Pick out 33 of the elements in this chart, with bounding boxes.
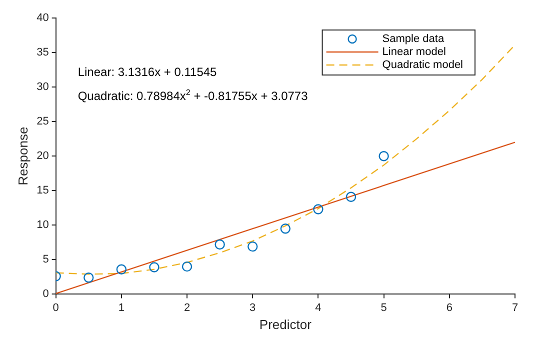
point: [84, 272, 94, 283]
point: [280, 224, 291, 234]
y-tick-label: 15: [36, 184, 49, 197]
x-tick-label: 2: [184, 302, 190, 314]
y-tick-label: 5: [42, 254, 49, 266]
y-axis-title: Response: [15, 126, 30, 186]
point: [346, 192, 356, 202]
y-tick-label: 25: [36, 116, 49, 128]
legend-label: Quadratic model: [382, 59, 464, 72]
y-tick-label: 30: [36, 81, 49, 94]
point: [378, 151, 389, 162]
point: [116, 264, 127, 274]
x-tick-label: 4: [315, 302, 322, 314]
point: [182, 261, 192, 272]
y-tick-label: 35: [36, 46, 49, 59]
legend-label: Sample data: [382, 33, 445, 46]
x-tick-label: 5: [380, 302, 387, 314]
point: [149, 262, 160, 272]
x-tick-label: 3: [250, 302, 256, 314]
point: [313, 204, 324, 214]
legend-label: Linear model: [382, 46, 446, 58]
x-axis-title: Predictor: [259, 316, 312, 332]
y-tick-label: 10: [36, 219, 49, 232]
y-tick-label: 0: [42, 288, 49, 300]
x-tick-label: 0: [52, 302, 59, 314]
annotation: Linear: 3.1316x + 0.11545: [78, 65, 218, 79]
point: [248, 241, 258, 252]
point: [214, 239, 225, 250]
x-tick-label: 7: [512, 302, 518, 314]
x-tick-label: 6: [446, 302, 452, 314]
y-tick-label: 20: [36, 150, 49, 162]
x-tick-label: 1: [118, 302, 124, 314]
y-tick-label: 40: [36, 12, 49, 24]
